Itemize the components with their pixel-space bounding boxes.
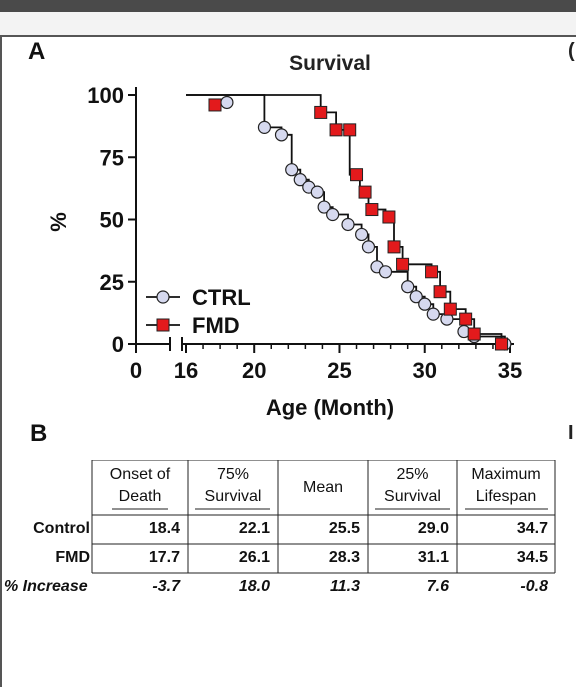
y-axis-label: % [46, 212, 71, 232]
x-tick-label: 20 [242, 358, 266, 383]
header-line: Survival [384, 488, 441, 505]
table-cell: 31.1 [417, 549, 449, 566]
data-point-fmd [382, 210, 396, 224]
legend-marker [156, 318, 170, 332]
panel-label-d-cropped: I [568, 422, 574, 444]
data-point-ctrl [220, 95, 234, 110]
panel-label-a: A [28, 38, 46, 65]
x-tick-label: 35 [498, 358, 522, 383]
legend-label: FMD [192, 313, 240, 338]
data-point-fmd [387, 240, 401, 254]
chart-series [186, 94, 512, 351]
header-line: Death [118, 488, 162, 505]
data-point-ctrl [257, 120, 272, 134]
chart-axes: Survival 0 25 50 75 100% 0 16 20 25 30 35 Age (Month… [46, 52, 522, 420]
summary-table: Onset of Death 75% Survival Mean 25% Sur… [0, 460, 576, 610]
x-tick-label: 25 [327, 358, 351, 383]
data-point-fmd [358, 185, 372, 199]
header-75-survival: 75% Survival [188, 464, 278, 508]
table-cell: 17.7 [148, 549, 180, 566]
table-cell: 28.3 [328, 549, 360, 566]
data-point-fmd [467, 327, 481, 341]
table-cell: 18.0 [238, 578, 270, 595]
table-cell: 11.3 [330, 578, 360, 595]
table-grid [91, 460, 556, 574]
y-tick-label: 50 [100, 208, 124, 233]
data-point-ctrl [409, 290, 423, 304]
window-top-bar [0, 0, 576, 12]
row-label-percent-increase: % Increase [4, 578, 88, 595]
data-point-ctrl [310, 185, 324, 199]
header-maximum-lifespan: Maximum Lifespan [457, 464, 555, 508]
chart-legend: CTRL FMD [146, 285, 251, 338]
data-point-ctrl [361, 240, 376, 254]
header-line: 25% [396, 466, 429, 483]
header-line: Lifespan [475, 488, 537, 505]
header-line: Maximum [471, 466, 541, 483]
data-point-fmd [396, 257, 410, 271]
legend-entry-fmd: FMD [146, 313, 240, 338]
panel-label-c-cropped: ( [568, 40, 575, 62]
row-label-fmd: FMD [55, 549, 90, 566]
legend-label: CTRL [192, 285, 251, 310]
header-25-survival: 25% Survival [368, 464, 457, 508]
header-line: 75% [216, 466, 250, 483]
data-point-fmd [350, 168, 364, 182]
y-tick-label: 75 [100, 145, 124, 170]
data-point-fmd [329, 123, 343, 137]
header-line: Mean [302, 479, 344, 496]
data-point-ctrl [293, 173, 307, 187]
x-tick-label: 0 [130, 358, 142, 383]
row-label-control: Control [33, 520, 90, 537]
table-cell: -3.7 [152, 578, 180, 595]
table-cell: 25.5 [328, 520, 360, 537]
data-point-fmd [433, 285, 447, 299]
data-point-fmd [208, 98, 222, 112]
data-point-ctrl [401, 280, 415, 294]
chart-title: Survival [289, 52, 371, 75]
legend-entry-ctrl: CTRL [146, 285, 251, 310]
data-point-ctrl [317, 200, 331, 214]
data-point-ctrl [326, 207, 340, 222]
header-line: Survival [204, 488, 262, 505]
table-cell: 7.6 [426, 578, 449, 595]
y-tick-label: 0 [112, 332, 124, 357]
header-line: Onset of [109, 466, 171, 483]
data-point-ctrl [341, 217, 355, 232]
panel-label-b: B [30, 420, 48, 447]
table-cell: 34.5 [516, 549, 548, 566]
data-point-fmd [425, 265, 439, 279]
data-point-ctrl [378, 265, 393, 279]
survival-chart: Survival 0 25 50 75 100% 0 16 20 25 30 35 Age (Month… [46, 52, 522, 420]
figure-frame [0, 35, 576, 687]
table-cell: 18.4 [148, 520, 180, 537]
data-point-fmd [314, 105, 328, 119]
x-tick-label: 30 [412, 358, 436, 383]
table-cell: 26.1 [238, 549, 270, 566]
header-onset-of-death: Onset of Death [92, 464, 188, 508]
table-cell: 34.7 [516, 520, 548, 537]
table-cell: 22.1 [238, 520, 270, 537]
header-mean: Mean [278, 477, 368, 499]
table-cell: 29.0 [417, 520, 449, 537]
data-point-ctrl [285, 163, 299, 177]
data-point-ctrl [418, 297, 432, 311]
window-header-band [0, 12, 576, 35]
series-fmd [186, 94, 508, 351]
data-point-fmd [443, 302, 457, 316]
data-point-ctrl [355, 227, 369, 242]
y-tick-label: 25 [100, 270, 124, 295]
data-point-fmd [459, 312, 473, 326]
data-point-ctrl [426, 307, 440, 321]
y-tick-label: 100 [87, 83, 124, 108]
data-point-ctrl [274, 128, 289, 142]
table-cell: -0.8 [520, 578, 548, 595]
x-tick-label: 16 [174, 358, 198, 383]
data-point-fmd [343, 123, 357, 137]
data-point-fmd [494, 337, 508, 351]
data-point-fmd [365, 203, 379, 217]
x-axis-label: Age (Month) [266, 395, 394, 420]
legend-marker [156, 290, 170, 304]
